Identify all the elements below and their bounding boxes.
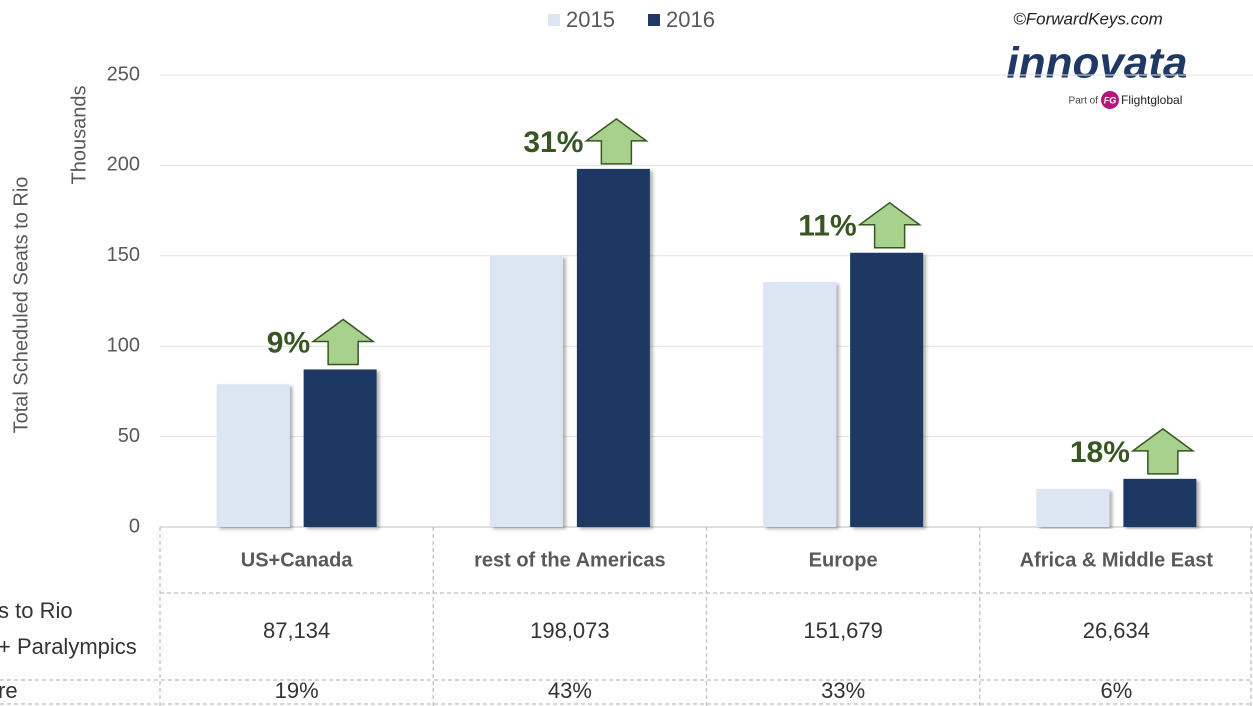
table-cell: 6% [1100,678,1132,703]
y-unit-label: Thousands [68,86,90,185]
growth-arrow [584,117,649,165]
growth-arrow [1130,427,1196,475]
legend-label: 2015 [566,7,615,32]
bar [576,168,650,527]
table-cell: 26,634 [1083,618,1150,643]
y-tick-label: 250 [107,63,140,85]
logo-tagline: Part of [1069,96,1099,107]
table-cell: 33% [821,678,865,703]
legend-swatch [648,14,660,26]
table-cell: 87,134 [263,618,330,643]
x-tick-label: Africa & Middle East [1020,549,1214,571]
bar [1123,478,1197,527]
x-tick-label: Europe [809,549,878,571]
bar [489,255,563,528]
credit: ©ForwardKeys.com [1013,9,1163,28]
bar [763,282,837,527]
y-axis-title: Total Scheduled Seats to Rio [10,177,32,434]
legend-swatch [548,14,560,26]
growth-arrow [310,318,376,366]
growth-arrow [857,201,922,249]
bar [303,369,377,527]
row-label: + Paralympics [0,634,137,659]
annotation: 18% [1070,436,1130,469]
table-cell: 19% [275,678,319,703]
table-cell: 198,073 [530,618,610,643]
bar [1036,489,1110,527]
logo-badge: FG [1104,95,1117,105]
bar [216,384,290,527]
y-tick-label: 50 [118,425,140,447]
table-cell: 43% [548,678,592,703]
x-tick-label: US+Canada [241,549,354,571]
annotation: 11% [798,210,856,243]
annotation: 9% [267,326,310,359]
y-tick-label: 200 [107,154,140,176]
logo-brand: Flightglobal [1121,93,1182,107]
annotation: 31% [523,126,583,159]
logo-badge-circle [1101,91,1119,109]
y-tick-label: 150 [107,244,140,266]
bar [850,252,924,527]
row-label: re [0,678,18,703]
logo-name: innovata [1007,39,1188,88]
x-tick-label: rest of the Americas [474,549,666,571]
y-tick-label: 0 [129,515,140,537]
row-label: s to Rio [0,598,73,623]
table-cell: 151,679 [803,618,883,643]
legend-label: 2016 [666,7,715,32]
y-tick-label: 100 [107,334,140,356]
